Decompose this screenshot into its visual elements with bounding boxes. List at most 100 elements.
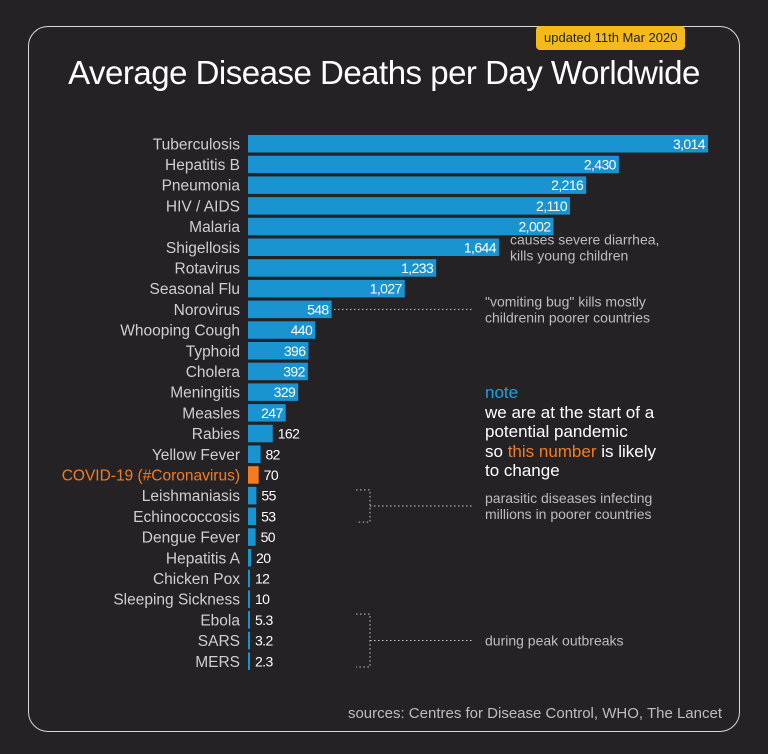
category-label: Dengue Fever	[142, 530, 240, 547]
value-label: 440	[291, 322, 313, 338]
note-line-4: to change	[485, 461, 560, 480]
category-label: Chicken Pox	[153, 571, 240, 588]
bar	[248, 176, 587, 194]
category-label: SARS	[198, 633, 240, 650]
annotation-text: millions in poorer countries	[485, 506, 652, 522]
note-line-3: so this number is likely	[485, 442, 656, 462]
value-label: 1,644	[464, 239, 497, 255]
bar	[248, 238, 499, 256]
frame-border	[28, 26, 740, 732]
annotation-text: during peak outbreaks	[485, 633, 624, 649]
bar	[248, 321, 316, 339]
bar	[248, 631, 250, 650]
value-label: 329	[274, 384, 296, 400]
category-label: Sleeping Sickness	[113, 592, 240, 609]
note-heading: note	[485, 383, 519, 402]
annotation-text: causes severe diarrhea,	[510, 231, 659, 247]
bar	[248, 383, 299, 401]
value-label: 1,233	[401, 260, 434, 276]
bar	[248, 197, 571, 215]
value-label: 2,110	[536, 198, 568, 214]
bar	[248, 424, 273, 443]
category-label: HIV / AIDS	[166, 198, 240, 215]
bar	[248, 362, 308, 381]
value-label: 247	[261, 405, 283, 421]
category-label: Seasonal Flu	[150, 281, 240, 298]
bar	[248, 652, 250, 670]
category-label: Meningitis	[170, 385, 240, 402]
value-label: 1,027	[370, 281, 403, 297]
sources-text: sources: Centres for Disease Control, WH…	[347, 705, 722, 722]
bar	[248, 300, 332, 319]
category-label: Norovirus	[174, 302, 241, 319]
value-label: 3.2	[255, 633, 273, 649]
note-line-2: potential pandemic	[485, 422, 628, 441]
value-label: 2.3	[255, 653, 273, 669]
value-label: 82	[266, 446, 281, 462]
value-label: 162	[278, 426, 300, 442]
bar	[248, 404, 286, 422]
chart-title: Average Disease Deaths per Day Worldwide	[68, 54, 700, 91]
value-label: 12	[255, 570, 270, 586]
annotation-bracket	[356, 489, 371, 523]
value-label: 548	[307, 301, 329, 317]
value-label: 55	[261, 488, 276, 504]
category-label: MERS	[195, 654, 240, 671]
updated-badge: updated 11th Mar 2020	[536, 26, 686, 50]
value-label: 53	[261, 508, 276, 524]
category-label: Yellow Fever	[152, 447, 240, 464]
category-label: Hepatitis B	[165, 157, 240, 174]
annotation-bracket	[356, 613, 371, 668]
category-label: Pneumonia	[162, 178, 241, 195]
category-label: Ebola	[200, 612, 240, 629]
annotation-text: childrenin poorer countries	[485, 309, 650, 325]
bar	[248, 486, 257, 505]
value-label: 20	[256, 550, 271, 566]
value-label: 10	[255, 591, 270, 607]
category-label: COVID-19 (#Coronavirus)	[62, 467, 240, 484]
category-label: Echinococcosis	[133, 509, 240, 526]
bar	[248, 528, 256, 546]
bar	[248, 507, 257, 526]
bar	[248, 342, 309, 360]
note-highlight: this number	[507, 441, 597, 461]
bar	[248, 569, 250, 588]
category-label: Malaria	[189, 219, 240, 236]
category-label: Measles	[182, 405, 240, 422]
note-line-3-post: is likely	[596, 441, 657, 461]
note-block: note we are at the start of a potential …	[485, 383, 656, 481]
annotation-text: parasitic diseases infecting	[485, 490, 652, 506]
value-label: 2,430	[584, 156, 617, 172]
value-label: 2,002	[519, 219, 552, 235]
bar	[248, 217, 554, 236]
category-label: Hepatitis A	[166, 550, 241, 567]
value-label: 396	[284, 343, 306, 359]
note-line-1: we are at the start of a	[485, 402, 655, 422]
value-label: 3,014	[673, 136, 706, 152]
value-label: 392	[283, 363, 305, 379]
category-label: Rotavirus	[175, 260, 241, 277]
value-label: 70	[264, 467, 279, 483]
bar	[248, 279, 405, 298]
bar	[248, 611, 250, 629]
bar	[248, 155, 619, 174]
category-label: Cholera	[186, 364, 241, 381]
category-label: Rabies	[192, 426, 240, 443]
note-line-3-pre: so	[485, 441, 508, 461]
category-label: Typhoid	[186, 343, 240, 360]
category-label: Leishmaniasis	[142, 488, 240, 505]
annotation-text: kills young children	[510, 247, 628, 263]
bar	[248, 466, 259, 484]
bar	[248, 445, 261, 463]
category-label: Whooping Cough	[120, 323, 240, 340]
bar	[248, 549, 252, 567]
value-label: 50	[261, 529, 276, 545]
annotation-text: "vomiting bug" kills mostly	[485, 293, 646, 309]
bar	[248, 135, 708, 153]
category-label: Shigellosis	[166, 240, 240, 257]
category-label: Tuberculosis	[153, 136, 241, 153]
bar	[248, 590, 250, 608]
bar	[248, 259, 437, 277]
